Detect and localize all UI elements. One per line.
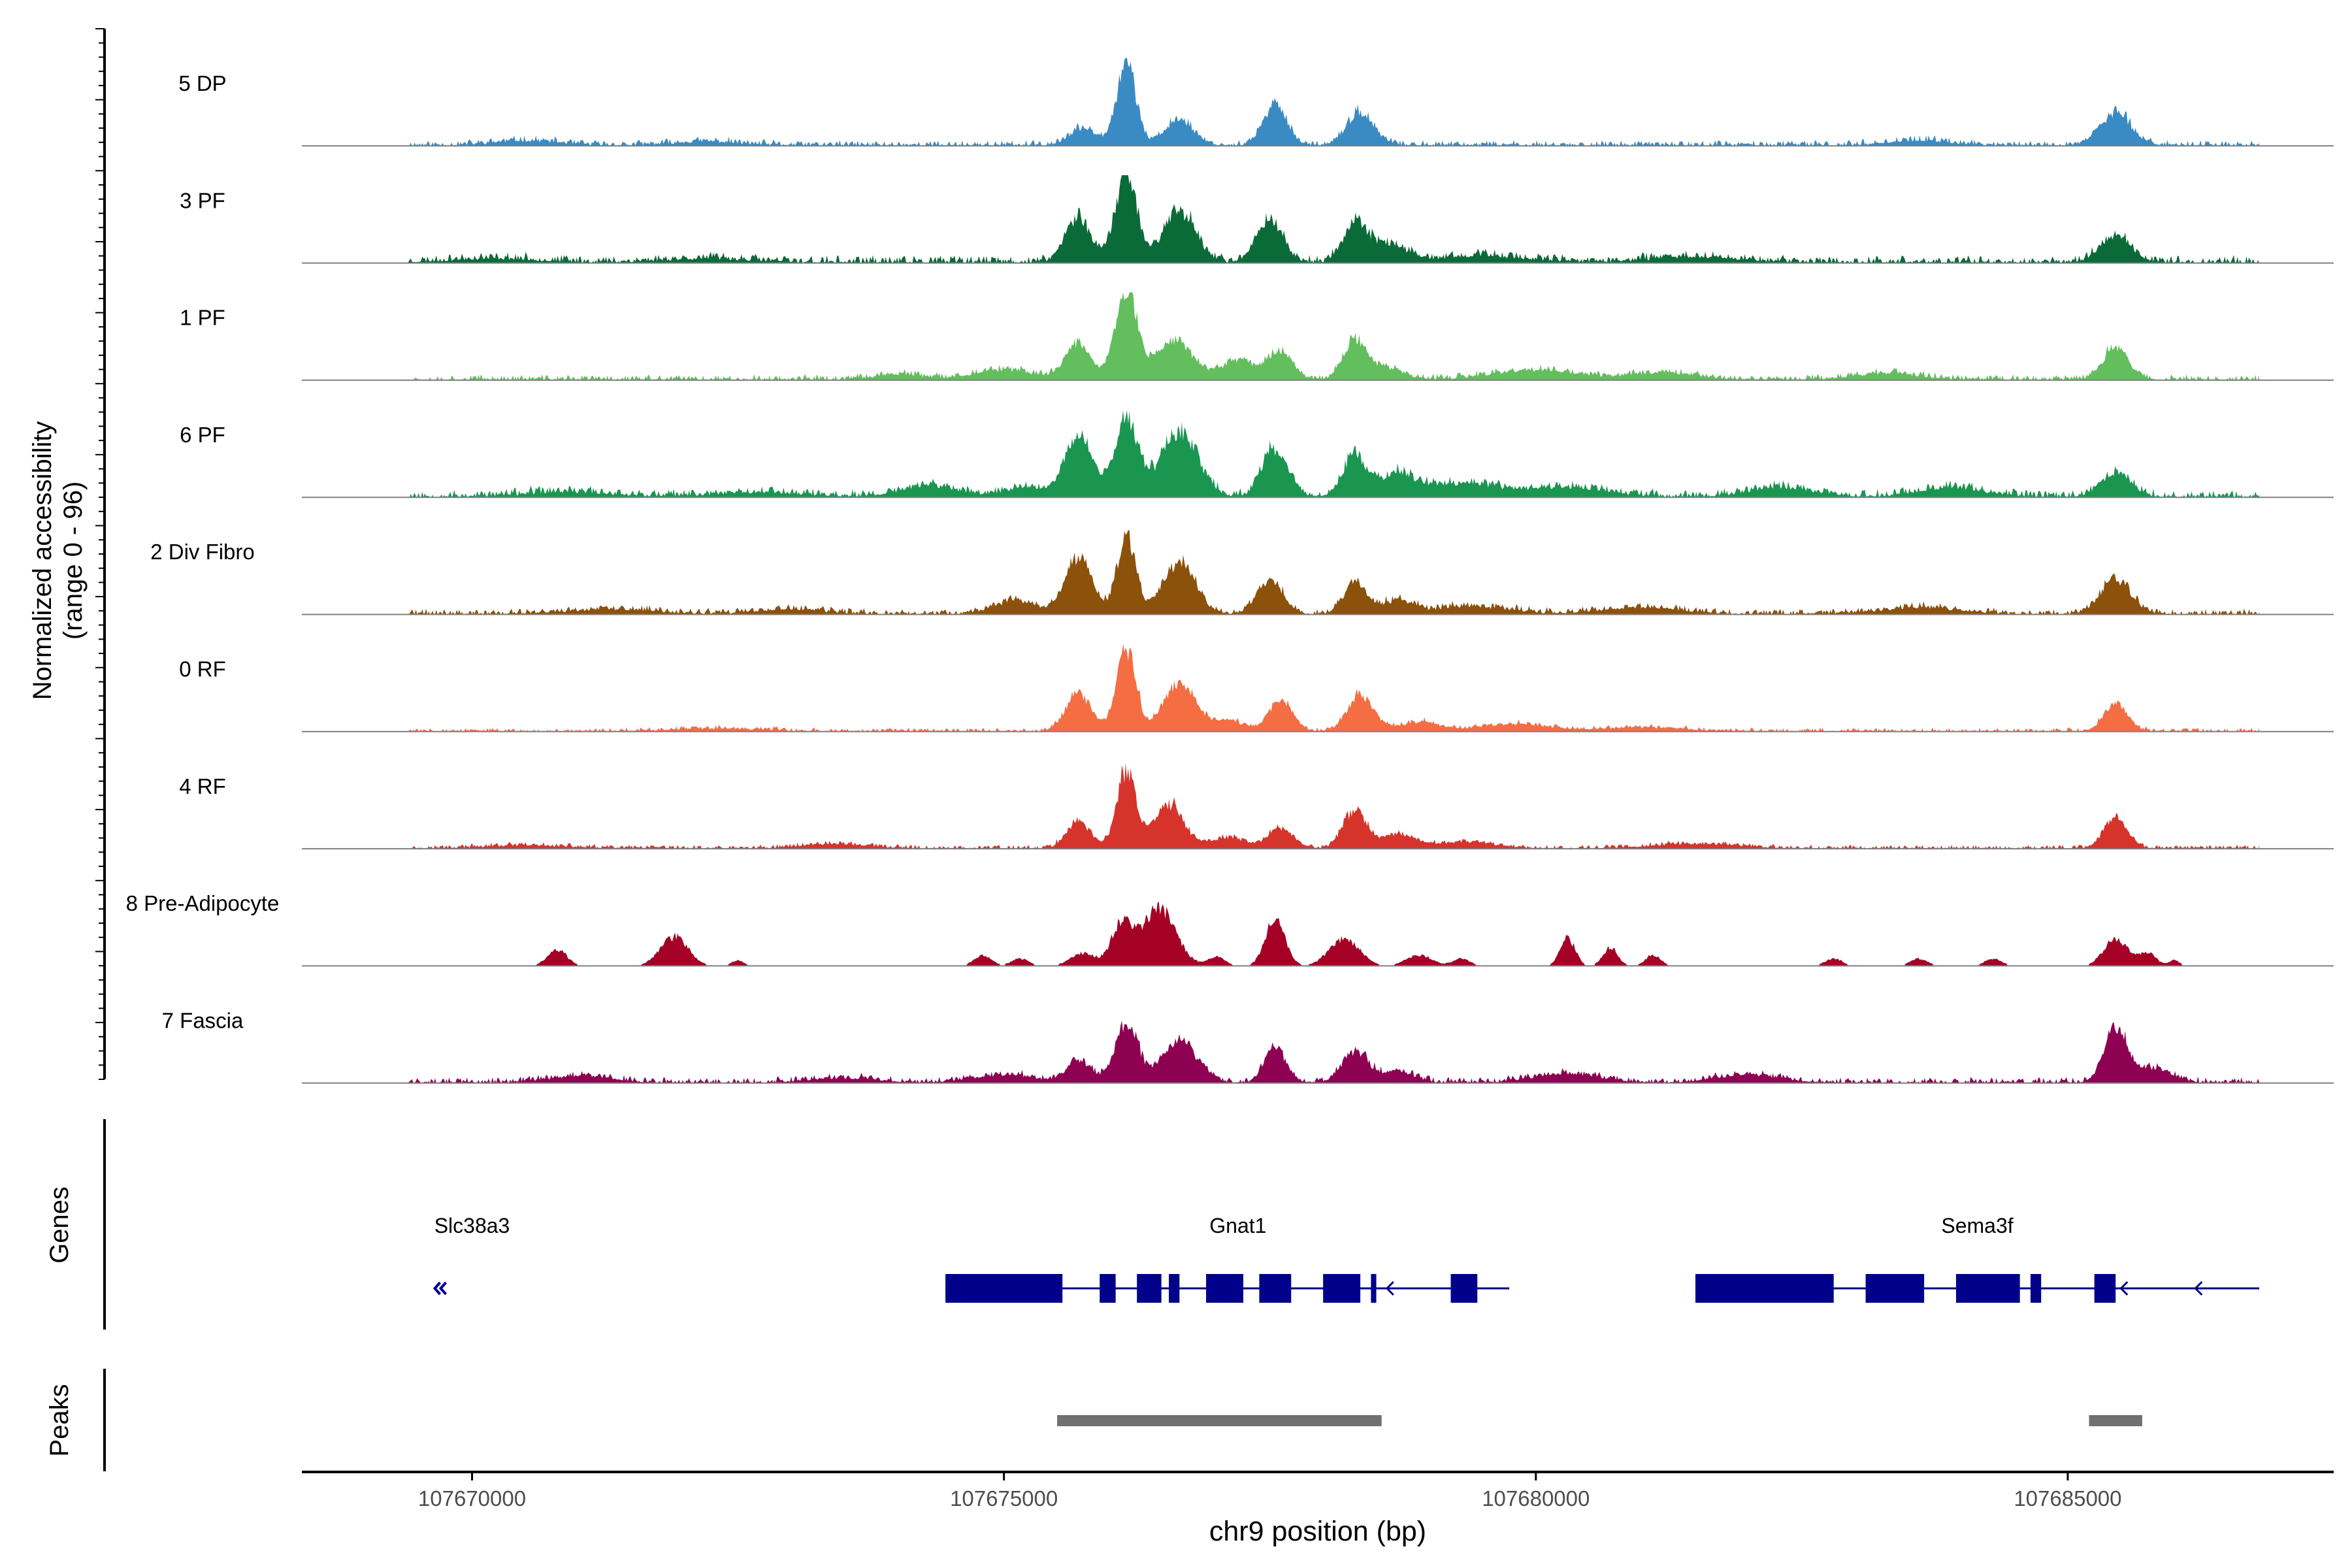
peak-region	[2089, 1415, 2142, 1426]
gene-exon	[1865, 1274, 1925, 1303]
peak-regions	[1057, 1415, 2142, 1426]
x-axis-ticks: 107670000 107675000 107680000 107685000	[418, 1472, 2122, 1511]
x-tick-label: 107680000	[1482, 1486, 1590, 1511]
track-label: 1 PF	[180, 306, 225, 330]
coverage-area	[408, 175, 2259, 263]
gene-sema3f: Sema3f	[1695, 1214, 2260, 1303]
gene-exon	[1323, 1274, 1361, 1303]
track-8-pre-adipocyte: 8 Pre-Adipocyte	[126, 891, 2334, 967]
coverage-area	[408, 644, 2259, 732]
gene-label: Gnat1	[1209, 1214, 1266, 1237]
track-label: 3 PF	[180, 188, 225, 212]
track-7-fascia: 7 Fascia	[162, 1008, 2334, 1084]
track-6-pf: 6 PF	[180, 410, 2334, 498]
x-tick-label: 107685000	[2014, 1486, 2121, 1511]
strand-arrow	[438, 1281, 448, 1296]
gene-gnat1: Gnat1	[945, 1214, 1510, 1303]
y-axis	[95, 28, 106, 1080]
gene-exon	[2094, 1274, 2116, 1303]
gene-models: Slc38a3 Gnat1 Sema3f	[433, 1214, 2260, 1303]
genes-panel: Genes Slc38a3 Gnat1 Sema3f	[45, 1119, 2260, 1330]
x-axis: 107670000 107675000 107680000 107685000	[302, 1471, 2334, 1511]
track-label: 7 Fascia	[162, 1008, 244, 1032]
y-axis-label-line2: (range 0 - 96)	[59, 482, 88, 640]
track-label: 0 RF	[179, 657, 226, 681]
track-5-dp: 5 DP	[178, 57, 2334, 147]
strand-arrow	[1385, 1281, 1394, 1296]
track-label: 8 Pre-Adipocyte	[126, 891, 280, 915]
strand-arrow	[2194, 1281, 2203, 1296]
coverage-area	[408, 1021, 2259, 1083]
y-axis-ticks	[95, 28, 105, 1080]
track-2-div-fibro: 2 Div Fibro	[150, 530, 2334, 615]
y-axis-label-line1: Normalized accessibility	[28, 421, 57, 700]
coverage-area	[408, 410, 2259, 498]
genes-label: Genes	[45, 1186, 74, 1264]
gene-exon	[1955, 1274, 2020, 1303]
track-label: 5 DP	[178, 71, 226, 95]
peaks-panel: Peaks	[45, 1369, 2142, 1471]
track-1-pf: 1 PF	[180, 292, 2334, 381]
gene-exon	[2030, 1274, 2042, 1303]
gene-label: Sema3f	[1941, 1214, 2013, 1237]
coverage-area	[408, 292, 2259, 380]
coverage-area	[408, 530, 2259, 615]
x-tick-label: 107670000	[418, 1486, 526, 1511]
strand-arrow	[2119, 1281, 2129, 1296]
strand-arrow	[433, 1281, 442, 1296]
track-3-pf: 3 PF	[180, 175, 2334, 264]
x-tick-label: 107675000	[950, 1486, 1058, 1511]
coverage-tracks: 5 DP 3 PF 1 PF 6 PF 2 Div Fibro 0 RF 4 RF 8 Pre…	[126, 57, 2334, 1084]
strand-arrow	[1151, 1281, 1160, 1296]
track-4-rf: 4 RF	[179, 762, 2334, 850]
coverage-area	[408, 762, 2259, 849]
coverage-area	[408, 902, 2259, 966]
x-axis-label: chr9 position (bp)	[1209, 1516, 1426, 1547]
gene-exon	[1450, 1274, 1478, 1303]
gene-exon	[1169, 1274, 1180, 1303]
gene-exon	[1259, 1274, 1292, 1303]
gene-exon	[1371, 1274, 1377, 1303]
gene-exon	[1695, 1274, 1834, 1303]
gene-slc38a3: Slc38a3	[433, 1214, 510, 1296]
coverage-area	[408, 57, 2259, 146]
gene-exon	[1206, 1274, 1244, 1303]
peak-region	[1057, 1415, 1382, 1426]
peaks-label: Peaks	[45, 1384, 74, 1456]
gene-exon	[945, 1274, 1063, 1303]
gene-exon	[1137, 1274, 1162, 1303]
track-label: 2 Div Fibro	[150, 540, 255, 564]
gene-exon	[1100, 1274, 1116, 1303]
gene-label: Slc38a3	[434, 1214, 510, 1237]
track-0-rf: 0 RF	[179, 644, 2334, 732]
track-label: 4 RF	[179, 774, 226, 798]
track-label: 6 PF	[180, 423, 225, 447]
